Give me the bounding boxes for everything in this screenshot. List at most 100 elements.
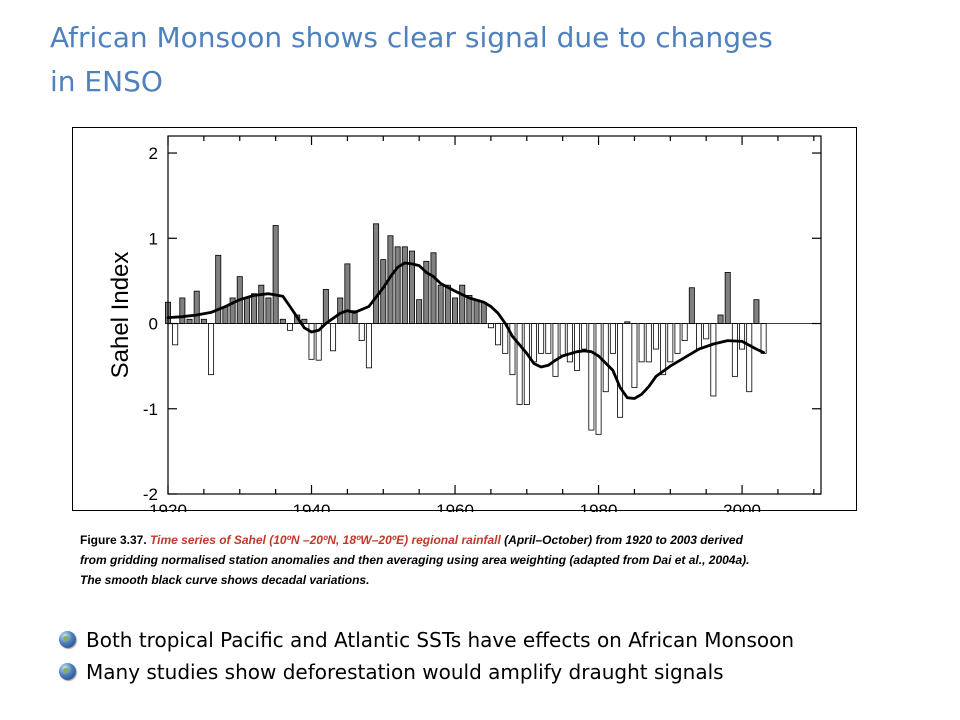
bar-1936 (279, 318, 286, 324)
bar-2001 (746, 323, 753, 393)
caption-figure-number: Figure 3.37. (80, 533, 147, 547)
bar-1948 (365, 323, 372, 369)
bar-1993 (688, 287, 695, 324)
bar-1960 (452, 297, 459, 324)
bar-1989 (660, 323, 667, 376)
x-tick-label: 1980 (580, 501, 618, 512)
caption-highlight: Time series of Sahel (10ºN –20ºN, 18ºW–2… (146, 533, 501, 547)
bar-1932 (251, 293, 258, 324)
bar-1940 (308, 323, 315, 360)
bar-1957 (430, 252, 437, 324)
bar-1970 (523, 323, 530, 405)
globe-bullet-icon (59, 663, 76, 680)
bar-1965 (487, 323, 494, 329)
bar-1994 (696, 323, 702, 350)
bar-1934 (265, 297, 272, 324)
bar-1922 (179, 297, 186, 324)
y-tick-label: -2 (143, 485, 158, 504)
bar-group (165, 223, 767, 435)
x-tick-label: 1920 (149, 501, 187, 512)
y-tick-label: -1 (143, 400, 158, 419)
bar-1973 (545, 323, 552, 354)
bar-2002 (753, 299, 760, 324)
bar-1947 (358, 323, 365, 341)
bar-1931 (243, 297, 250, 324)
bar-1959 (444, 284, 451, 324)
slide-title-line-2: in ENSO (50, 65, 163, 98)
bar-1949 (373, 223, 380, 324)
bar-1943 (330, 323, 337, 352)
bar-1924 (193, 290, 200, 324)
bar-1921 (172, 323, 179, 346)
bar-1995 (703, 323, 710, 340)
bar-1925 (200, 318, 207, 324)
bar-1999 (731, 323, 738, 377)
bar-1981 (602, 323, 609, 393)
caption-line-1-rest: (April–October) from 1920 to 2003 derive… (500, 533, 743, 547)
bar-1971 (530, 323, 537, 363)
bar-1954 (408, 250, 415, 324)
bar-2003 (760, 323, 767, 354)
bar-1955 (416, 299, 423, 324)
y-axis-label: Sahel Index (107, 252, 134, 379)
x-axis-ticks: 1920 1940 1960 1980 2000 (149, 136, 815, 512)
bar-1969 (516, 323, 523, 405)
bar-1961 (459, 284, 466, 324)
figure-frame: -2 -1 0 1 2 1920 1940 1960 1980 2000 Sahel Index (72, 127, 857, 512)
smooth-curve (166, 261, 765, 400)
bar-1992 (681, 323, 688, 341)
bar-1997 (717, 314, 724, 324)
x-tick-label: 2000 (723, 501, 761, 512)
bar-1966 (495, 323, 502, 346)
bar-1926 (208, 323, 215, 376)
bar-1927 (215, 254, 222, 324)
bullet-text: Many studies show deforestation would am… (86, 660, 724, 684)
bar-1958 (437, 284, 444, 324)
bar-1998 (724, 271, 731, 324)
bar-1990 (667, 323, 674, 363)
bar-1991 (674, 323, 681, 354)
bar-1953 (401, 246, 408, 324)
x-tick-label: 1960 (436, 501, 474, 512)
bar-2000 (739, 323, 746, 350)
bar-1988 (652, 323, 659, 350)
bar-1944 (337, 297, 344, 324)
bar-1979 (588, 323, 595, 431)
bar-1945 (344, 263, 351, 324)
bar-1986 (638, 323, 645, 363)
caption-line-3: The smooth black curve shows decadal var… (80, 573, 370, 587)
bar-1923 (186, 318, 193, 324)
sahel-index-chart: -2 -1 0 1 2 1920 1940 1960 1980 2000 Sahel Index (107, 135, 822, 512)
x-tick-label: 1940 (293, 501, 331, 512)
bar-1964 (480, 301, 487, 324)
bar-1978 (581, 323, 588, 350)
bar-1942 (322, 289, 329, 324)
bullet-item: Both tropical Pacific and Atlantic SSTs … (56, 624, 794, 656)
y-tick-label: 0 (149, 315, 158, 334)
slide-title-line-1: African Monsoon shows clear signal due t… (50, 21, 773, 54)
bar-1933 (258, 284, 265, 324)
y-tick-label: 1 (149, 229, 158, 248)
bullet-item: Many studies show deforestation would am… (56, 656, 794, 688)
bar-1952 (394, 246, 401, 324)
bar-1963 (473, 299, 480, 324)
y-axis-ticks: -2 -1 0 1 2 (143, 144, 821, 504)
globe-bullet-icon (59, 631, 76, 648)
bar-1983 (617, 323, 624, 418)
bar-1985 (631, 323, 638, 388)
bullet-text: Both tropical Pacific and Atlantic SSTs … (86, 628, 795, 652)
bar-1976 (566, 323, 573, 363)
plot-area-border (167, 135, 822, 495)
slide-title: African Monsoon shows clear signal due t… (50, 16, 870, 104)
figure-caption: Figure 3.37. Time series of Sahel (10ºN … (80, 530, 900, 590)
bar-1928 (222, 306, 229, 324)
bar-1977 (574, 323, 581, 371)
bar-1937 (287, 323, 293, 331)
caption-line-2: from gridding normalised station anomali… (80, 553, 750, 567)
bullet-list: Both tropical Pacific and Atlantic SSTs … (56, 624, 794, 688)
bar-1987 (645, 323, 652, 363)
bar-1980 (595, 323, 602, 435)
bar-1975 (559, 323, 566, 356)
bar-1996 (710, 323, 717, 397)
bar-1974 (552, 323, 559, 377)
